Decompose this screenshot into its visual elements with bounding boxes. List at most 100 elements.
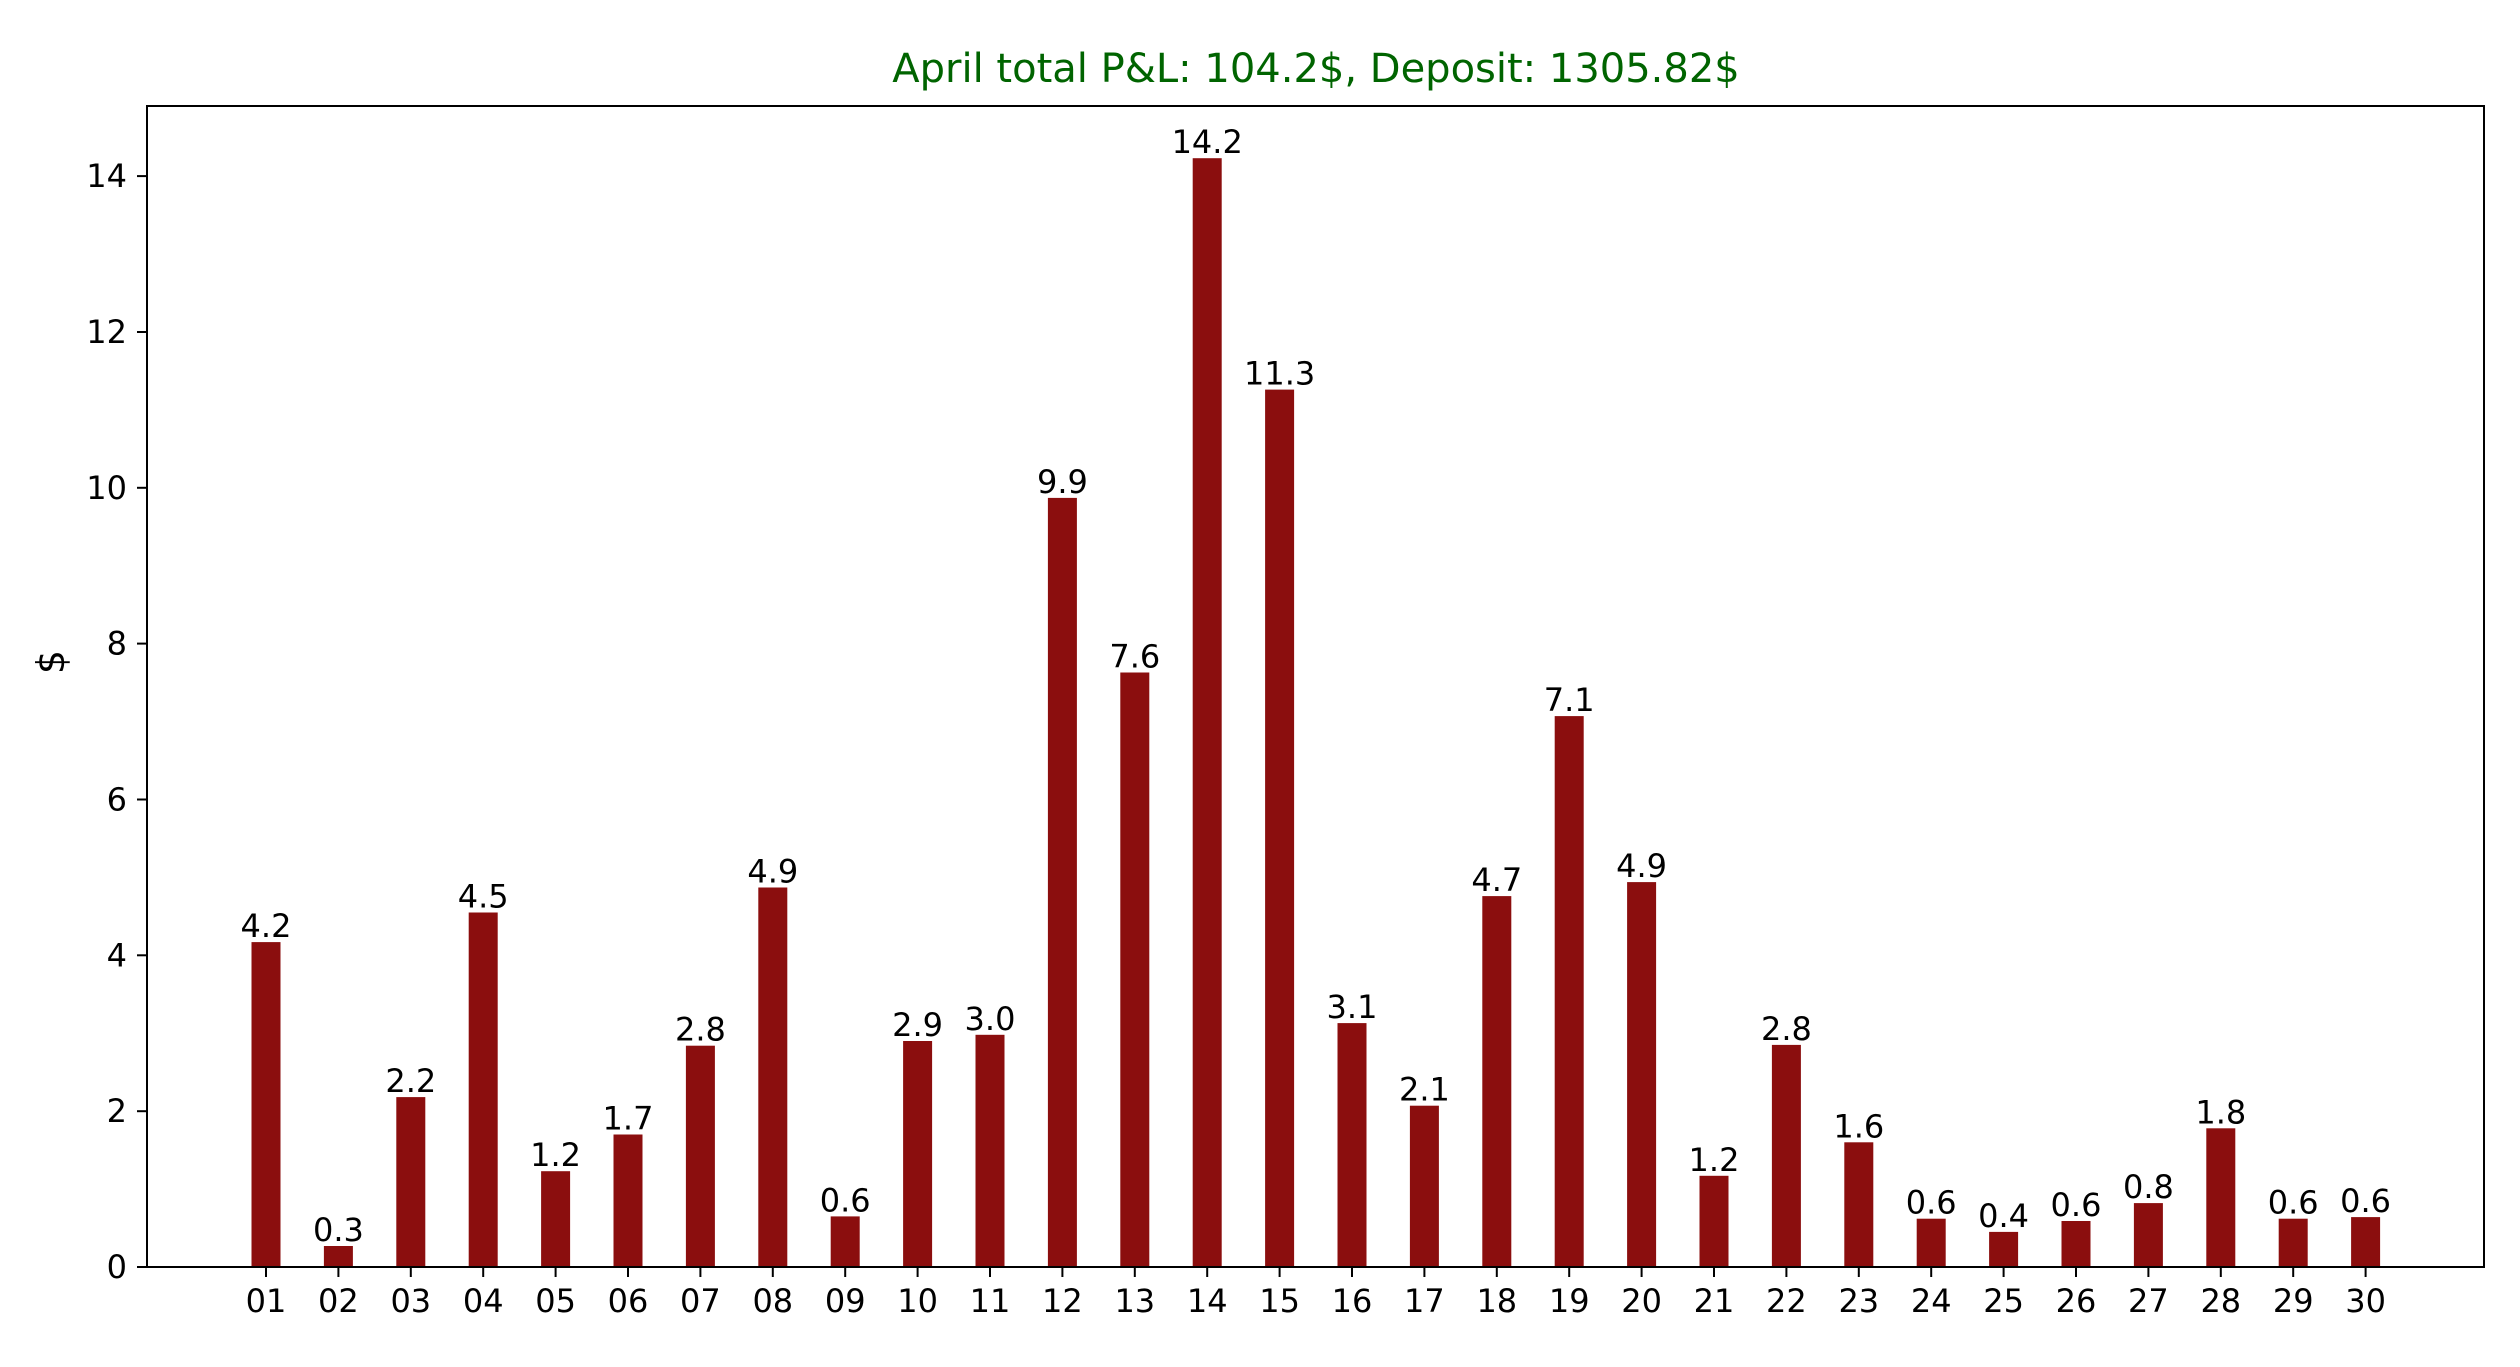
x-axis: 01 02 03 04 05 06 07 08 09 10 11 12 13 14 15 16 17 18 19 20… bbox=[246, 1267, 2386, 1320]
data-label-01: 4.2 bbox=[241, 907, 292, 945]
x-tick-label-03: 03 bbox=[390, 1282, 431, 1320]
x-tick-label-13: 13 bbox=[1114, 1282, 1155, 1320]
data-label-23: 1.6 bbox=[1833, 1107, 1884, 1145]
data-label-28: 1.8 bbox=[2195, 1093, 2246, 1131]
bar-07 bbox=[685, 1045, 715, 1267]
x-tick-label-07: 07 bbox=[680, 1282, 721, 1320]
data-label-07: 2.8 bbox=[675, 1011, 726, 1049]
bar-09 bbox=[830, 1216, 860, 1267]
x-tick-label-14: 14 bbox=[1187, 1282, 1228, 1320]
x-tick-label-15: 15 bbox=[1259, 1282, 1300, 1320]
x-tick-label-27: 27 bbox=[2128, 1282, 2169, 1320]
data-label-04: 4.5 bbox=[458, 878, 509, 916]
bar-05 bbox=[541, 1171, 571, 1267]
data-label-21: 1.2 bbox=[1689, 1141, 1740, 1179]
bar-23 bbox=[1844, 1142, 1874, 1267]
bar-27 bbox=[2133, 1203, 2163, 1267]
y-tick-label-6: 6 bbox=[107, 781, 127, 819]
bar-18 bbox=[1482, 896, 1512, 1267]
bar-06 bbox=[613, 1134, 643, 1267]
data-label-06: 1.7 bbox=[603, 1100, 654, 1138]
y-tick-label-14: 14 bbox=[86, 157, 127, 195]
y-tick-label-4: 4 bbox=[107, 936, 127, 974]
bar-04 bbox=[468, 912, 498, 1267]
x-tick-label-18: 18 bbox=[1476, 1282, 1517, 1320]
x-tick-label-28: 28 bbox=[2200, 1282, 2241, 1320]
bar-01 bbox=[251, 942, 281, 1267]
data-label-25: 0.4 bbox=[1978, 1197, 2029, 1235]
x-tick-label-20: 20 bbox=[1621, 1282, 1662, 1320]
bar-10 bbox=[903, 1041, 933, 1267]
data-label-02: 0.3 bbox=[313, 1211, 364, 1249]
x-tick-label-06: 06 bbox=[608, 1282, 649, 1320]
x-tick-label-01: 01 bbox=[246, 1282, 287, 1320]
data-label-17: 2.1 bbox=[1399, 1071, 1450, 1109]
chart-title: April total P&L: 104.2$, Deposit: 1305.8… bbox=[892, 46, 1739, 92]
x-tick-label-16: 16 bbox=[1332, 1282, 1373, 1320]
bar-16 bbox=[1337, 1023, 1367, 1267]
data-label-15: 11.3 bbox=[1244, 355, 1315, 393]
bars-group bbox=[251, 158, 2381, 1268]
data-label-12: 9.9 bbox=[1037, 463, 1088, 501]
bar-14 bbox=[1192, 158, 1222, 1268]
y-axis-label: $ bbox=[29, 650, 73, 674]
x-tick-label-26: 26 bbox=[2056, 1282, 2097, 1320]
x-tick-label-09: 09 bbox=[825, 1282, 866, 1320]
bar-29 bbox=[2278, 1218, 2308, 1267]
data-label-19: 7.1 bbox=[1544, 681, 1595, 719]
x-tick-label-29: 29 bbox=[2273, 1282, 2314, 1320]
data-label-14: 14.2 bbox=[1172, 123, 1243, 161]
y-axis: 0 2 4 6 8 10 12 14 bbox=[86, 157, 147, 1286]
y-tick-label-8: 8 bbox=[107, 625, 127, 663]
bar-11 bbox=[975, 1034, 1005, 1267]
x-tick-label-04: 04 bbox=[463, 1282, 504, 1320]
x-tick-label-25: 25 bbox=[1983, 1282, 2024, 1320]
x-tick-label-22: 22 bbox=[1766, 1282, 1807, 1320]
data-label-09: 0.6 bbox=[820, 1181, 871, 1219]
data-label-03: 2.2 bbox=[385, 1062, 436, 1100]
data-label-18: 4.7 bbox=[1471, 861, 1522, 899]
bar-12 bbox=[1047, 497, 1077, 1267]
bar-30 bbox=[2351, 1217, 2381, 1267]
data-labels-group: 4.2 0.3 2.2 4.5 1.2 1.7 2.8 4.9 0.6 2.9 3.0 9.9 7.6 1… bbox=[241, 123, 2391, 1249]
x-tick-label-08: 08 bbox=[752, 1282, 793, 1320]
data-label-26: 0.6 bbox=[2051, 1186, 2102, 1224]
y-tick-label-0: 0 bbox=[107, 1248, 127, 1286]
data-label-16: 3.1 bbox=[1327, 988, 1378, 1026]
bar-02 bbox=[323, 1246, 353, 1267]
data-label-20: 4.9 bbox=[1616, 847, 1667, 885]
bar-25 bbox=[1989, 1231, 2019, 1267]
x-tick-label-02: 02 bbox=[318, 1282, 359, 1320]
x-tick-label-17: 17 bbox=[1404, 1282, 1445, 1320]
data-label-22: 2.8 bbox=[1761, 1010, 1812, 1048]
data-label-11: 3.0 bbox=[965, 1000, 1016, 1038]
x-tick-label-11: 11 bbox=[970, 1282, 1011, 1320]
bar-19 bbox=[1554, 716, 1584, 1267]
data-label-05: 1.2 bbox=[530, 1136, 581, 1174]
x-tick-label-30: 30 bbox=[2345, 1282, 2386, 1320]
bar-21 bbox=[1699, 1175, 1729, 1267]
bar-24 bbox=[1916, 1218, 1946, 1267]
bar-13 bbox=[1120, 672, 1150, 1267]
bar-03 bbox=[396, 1097, 426, 1267]
bar-17 bbox=[1409, 1105, 1439, 1267]
bar-15 bbox=[1265, 389, 1295, 1268]
x-tick-label-19: 19 bbox=[1549, 1282, 1590, 1320]
bar-28 bbox=[2206, 1128, 2236, 1267]
data-label-08: 4.9 bbox=[747, 853, 798, 891]
plot-frame bbox=[146, 105, 2485, 1268]
bar-08 bbox=[758, 887, 788, 1267]
data-label-10: 2.9 bbox=[892, 1006, 943, 1044]
y-tick-label-10: 10 bbox=[86, 469, 127, 507]
y-tick-label-12: 12 bbox=[86, 313, 127, 351]
bar-22 bbox=[1771, 1044, 1801, 1267]
bar-26 bbox=[2061, 1221, 2091, 1267]
x-tick-label-23: 23 bbox=[1838, 1282, 1879, 1320]
data-label-13: 7.6 bbox=[1109, 638, 1160, 676]
x-tick-label-24: 24 bbox=[1911, 1282, 1952, 1320]
x-tick-label-21: 21 bbox=[1694, 1282, 1735, 1320]
x-tick-label-10: 10 bbox=[897, 1282, 938, 1320]
x-tick-label-12: 12 bbox=[1042, 1282, 1083, 1320]
